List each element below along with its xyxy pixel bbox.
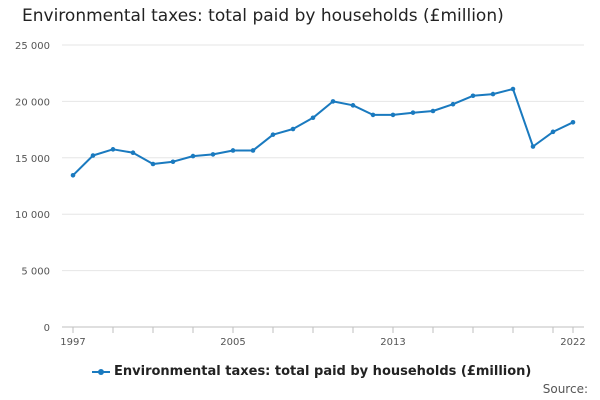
data-point (130, 150, 136, 156)
data-point (210, 152, 216, 157)
data-point (230, 148, 236, 153)
series-line (72, 88, 574, 177)
y-tick-label: 25 000 (15, 41, 50, 52)
series-layer (70, 86, 576, 178)
data-point (190, 153, 196, 159)
data-point (570, 119, 576, 125)
data-point (550, 129, 556, 135)
axes: 0 5 000 10 000 15 000 20 000 25 000 1997 2005 20… (15, 41, 586, 348)
y-tick-label: 0 (44, 323, 50, 334)
data-point (370, 112, 376, 118)
data-point (290, 126, 296, 132)
data-point (150, 161, 156, 167)
data-point (350, 103, 356, 108)
data-point (490, 91, 496, 97)
y-tick-label: 20 000 (15, 97, 50, 108)
data-point (430, 108, 436, 114)
data-point (270, 132, 276, 137)
x-tick-label: 1997 (60, 337, 85, 348)
legend-label: Environmental taxes: total paid by house… (114, 364, 532, 379)
y-tick-label: 15 000 (15, 154, 50, 165)
data-point (390, 112, 396, 118)
x-tick-label: 2022 (560, 337, 585, 348)
data-point (110, 147, 116, 152)
data-point (510, 86, 516, 92)
chart-title: Environmental taxes: total paid by house… (22, 6, 504, 26)
data-point (310, 115, 316, 121)
data-point (70, 172, 76, 178)
x-tick-label: 2005 (220, 337, 245, 348)
x-tick-label: 2013 (380, 337, 405, 348)
data-point (530, 144, 536, 149)
grid-lines (62, 44, 584, 272)
data-point (170, 159, 176, 165)
data-point (470, 93, 476, 99)
data-point (450, 101, 456, 107)
data-point (90, 153, 96, 158)
legend: Environmental taxes: total paid by house… (92, 364, 531, 379)
y-tick-label: 5 000 (21, 267, 50, 278)
data-point (410, 110, 416, 115)
legend-marker (92, 366, 110, 378)
source-label: Source: (542, 382, 588, 396)
data-point (330, 99, 336, 104)
y-tick-label: 10 000 (15, 210, 50, 221)
data-point (250, 148, 256, 153)
